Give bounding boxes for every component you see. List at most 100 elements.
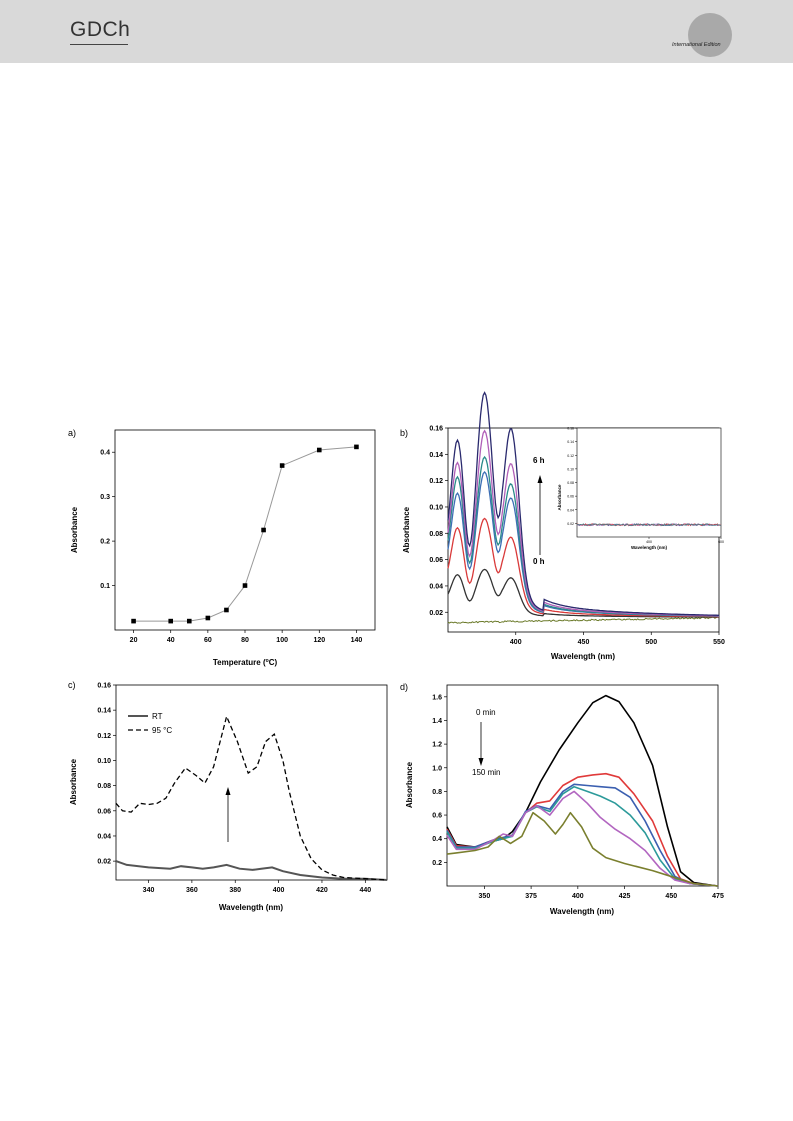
y-tick-label: 0.02 [97,859,111,866]
y-tick-label: 0.2 [432,860,442,867]
x-tick-label: 350 [479,893,491,900]
spectrum-series [447,696,718,886]
series-room-temp [116,861,387,880]
data-point [168,619,173,624]
spectrum-series [447,813,718,886]
x-tick-label: 375 [525,893,537,900]
inset-y-tick-label: 0.12 [567,454,574,458]
x-axis-title: Wavelength (nm) [219,903,283,912]
y-tick-label: 0.16 [429,426,443,433]
y-tick-label: 0.12 [97,733,111,740]
y-tick-label: 1.6 [432,694,442,701]
inset-x-tick-label: 600 [718,540,724,544]
y-axis-title: Absorbance [70,506,79,553]
panel-label: d) [400,682,408,692]
x-tick-label: 440 [359,887,371,894]
inset-chart: 0.02 0.04 0.06 0.08 0.10 0.12 0.14 0.16 400 600 Wa… [557,427,724,551]
plot-frame [115,430,375,630]
inset-y-tick-label: 0.08 [567,481,574,485]
x-tick-label: 420 [316,887,328,894]
y-tick-label: 0.16 [97,683,111,690]
y-tick-label: 0.10 [97,758,111,765]
y-tick-label: 0.14 [429,452,443,459]
inset-y-tick-label: 0.10 [567,467,574,471]
y-tick-label: 0.08 [429,531,443,538]
inset-y-tick-label: 0.04 [567,508,574,512]
y-tick-label: 1.0 [432,765,442,772]
decrease-arrow-head [479,758,484,766]
legend-label-95: 95 °C [152,726,172,735]
spectrum-series [447,787,718,886]
x-tick-label: 360 [186,887,198,894]
annotation-0min: 0 min [476,708,496,717]
data-point [224,608,229,613]
y-tick-label: 0.08 [97,783,111,790]
x-axis-title-main: Temperature ( [213,658,266,667]
panel-c: c) 340 360 380 400 420 440 0.02 0.04 0.06 0.08 0.10… [68,680,387,912]
y-tick-label: 0.4 [100,450,110,457]
y-tick-label: 0.14 [97,708,111,715]
inset-y-tick-label: 0.16 [567,427,574,431]
y-tick-label: 1.4 [432,718,442,725]
x-tick-label: 400 [273,887,285,894]
x-tick-label: 450 [578,639,590,646]
x-tick-label: 80 [241,637,249,644]
inset-y-tick-label: 0.06 [567,495,574,499]
baseline-series [448,617,719,623]
time-arrow-head [538,475,543,483]
y-tick-label: 0.8 [432,789,442,796]
y-axis-title: Absorbance [405,761,414,808]
inset-y-axis-title: Absorbance [557,484,562,511]
series-heated [116,717,387,881]
x-tick-label: 400 [510,639,522,646]
x-axis-title-end: C) [269,658,278,667]
inset-x-axis-title: Wavelength (nm) [631,545,668,550]
data-point [243,583,248,588]
x-tick-label: 140 [351,637,363,644]
data-point [354,445,359,450]
x-tick-label: 380 [229,887,241,894]
annotation-6h: 6 h [533,456,545,465]
x-tick-label: 60 [204,637,212,644]
y-tick-label: 0.06 [429,557,443,564]
x-tick-label: 475 [712,893,724,900]
x-axis-title: Wavelength (nm) [551,652,615,661]
series-line [134,447,357,621]
x-tick-label: 100 [276,637,288,644]
inset-x-tick-label: 400 [646,540,652,544]
panel-b: b)400 450 500 5500.020.040.060.080.100.120.… [400,393,725,661]
x-tick-label: 400 [572,893,584,900]
x-axis-title: Temperature (oC) [213,658,278,667]
y-tick-label: 0.10 [429,504,443,511]
inset-y-tick-label: 0.14 [567,440,574,444]
y-tick-label: 0.06 [97,808,111,815]
increase-arrow-head [226,787,231,795]
inset-frame [577,428,721,537]
annotation-150min: 150 min [472,768,500,777]
data-point [131,619,136,624]
panel-label: c) [68,680,76,690]
y-tick-label: 0.3 [100,494,110,501]
y-tick-label: 0.6 [432,813,442,820]
x-tick-label: 20 [130,637,138,644]
panel-label: b) [400,428,408,438]
annotation-0h: 0 h [533,557,545,566]
x-tick-label: 550 [713,639,725,646]
panel-label: a) [68,428,76,438]
y-axis-title: Absorbance [69,758,78,805]
y-tick-label: 0.1 [100,583,110,590]
legend-label-rt: RT [152,712,163,721]
x-axis-title: Wavelength (nm) [550,907,614,916]
data-point [187,619,192,624]
y-axis-title: Absorbance [402,506,411,553]
data-point [206,616,211,621]
data-point [317,448,322,453]
y-tick-label: 1.2 [432,742,442,749]
x-tick-label: 40 [167,637,175,644]
inset-y-tick-label: 0.02 [567,522,574,526]
y-tick-label: 0.04 [429,583,443,590]
panel-d: d) 350 375 400 425 450 475 0.2 0.4 0.6 0.8 1.0 1.2 1.… [400,682,724,916]
x-tick-label: 450 [665,893,677,900]
y-tick-label: 0.2 [100,539,110,546]
